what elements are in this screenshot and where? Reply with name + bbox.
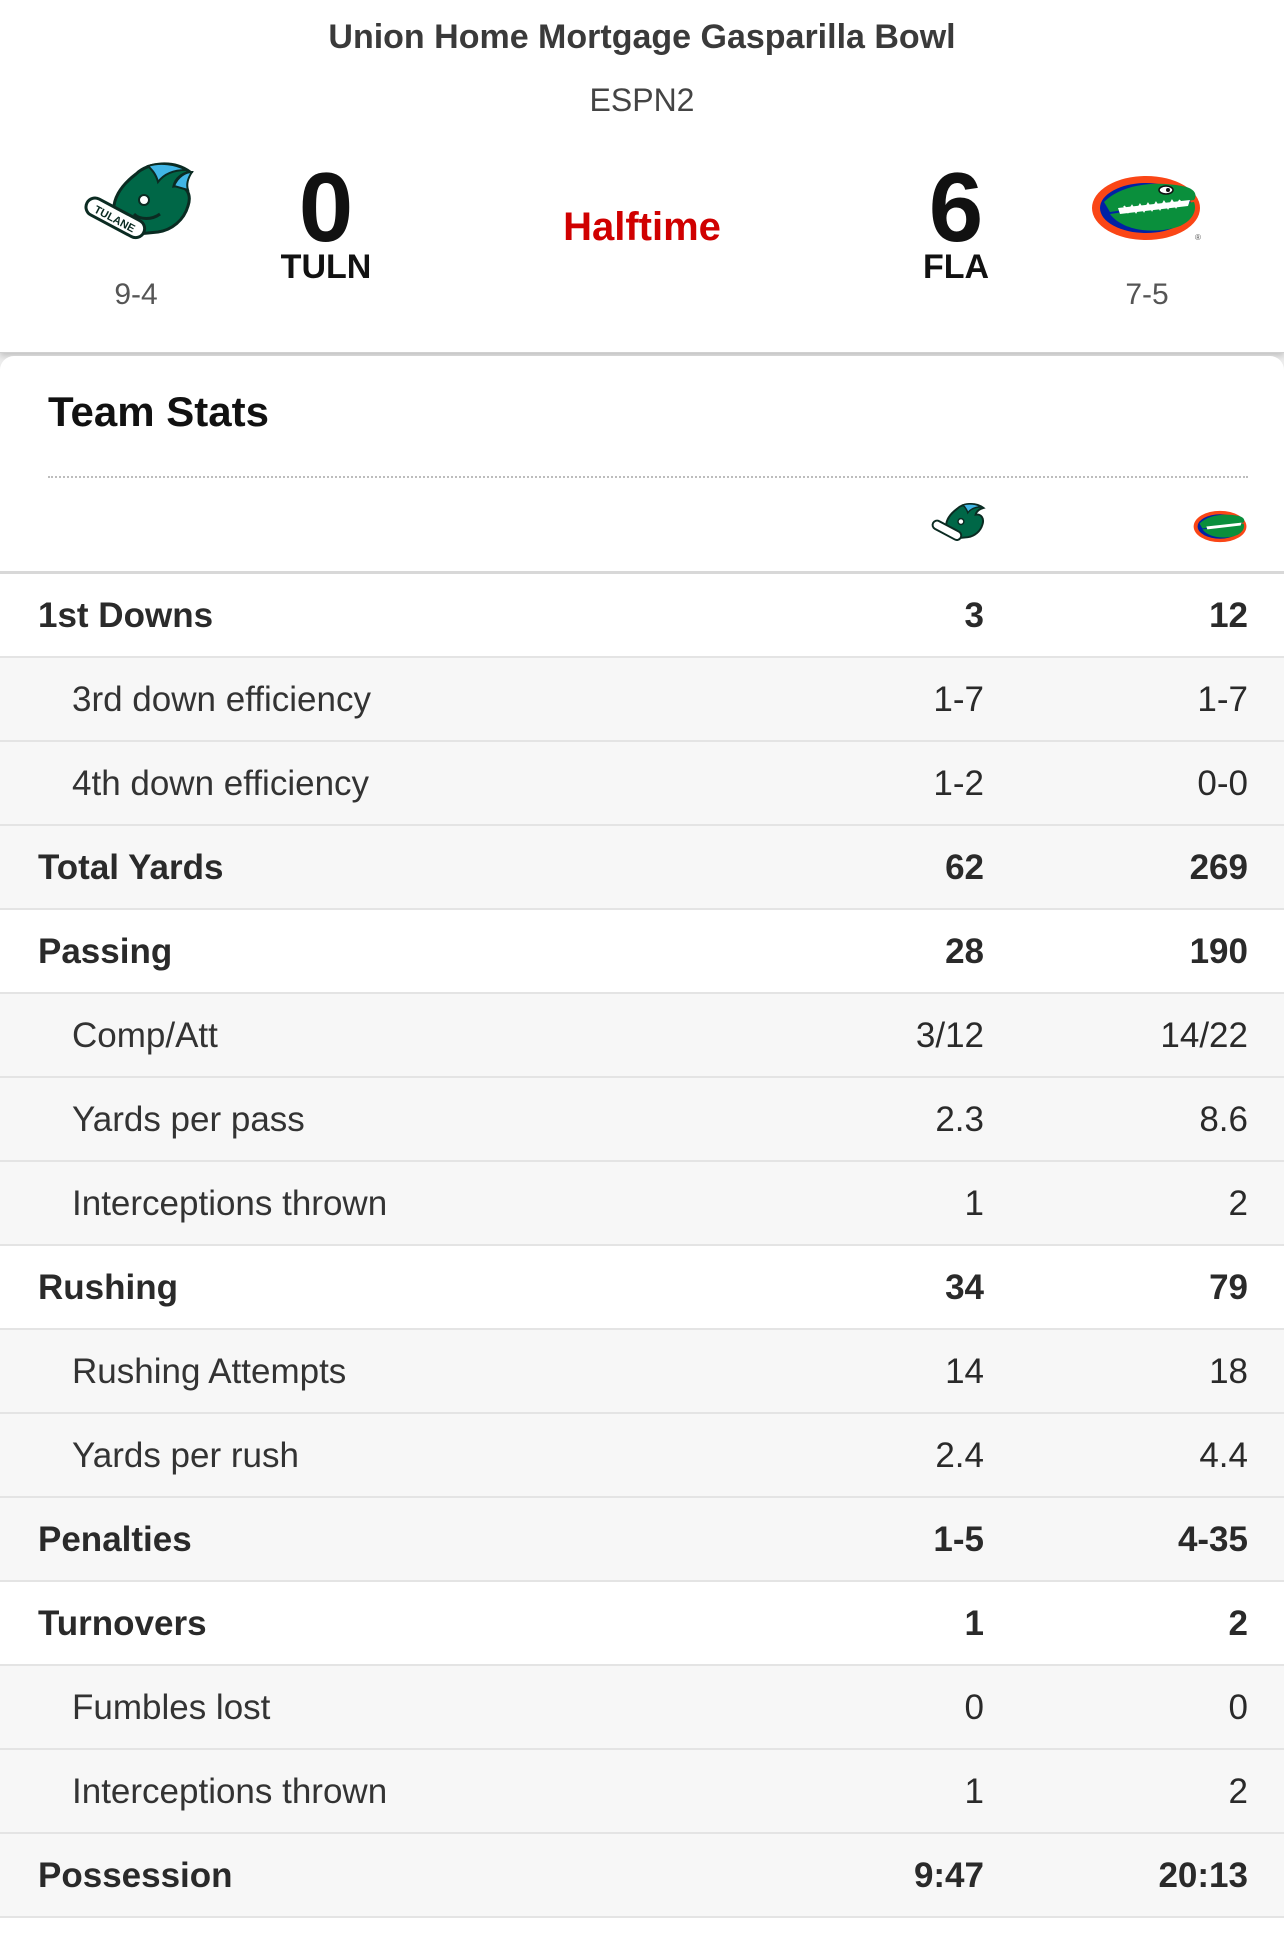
stat-row: Interceptions thrown 1 2 bbox=[0, 1750, 1284, 1834]
stat-label: Rushing Attempts bbox=[72, 1352, 347, 1391]
stat-away-value: 1 bbox=[964, 1604, 984, 1643]
stat-home-value: 2 bbox=[1228, 1184, 1248, 1223]
stat-away-value: 3/12 bbox=[915, 1016, 984, 1055]
stat-label: Rushing bbox=[38, 1268, 178, 1307]
stat-label: Total Yards bbox=[38, 848, 224, 887]
stat-away-value: 1 bbox=[964, 1772, 984, 1811]
stat-away-value: 9:47 bbox=[913, 1856, 984, 1895]
florida-gator-logo-icon[interactable]: ® bbox=[1090, 162, 1210, 252]
network-label: ESPN2 bbox=[589, 82, 695, 118]
stat-row: Penalties 1-5 4-35 bbox=[0, 1498, 1284, 1582]
home-record: 7-5 bbox=[1125, 278, 1169, 311]
away-score: 0 bbox=[298, 152, 354, 262]
stat-home-value: 12 bbox=[1209, 596, 1248, 635]
tulane-column-logo-icon bbox=[928, 502, 988, 546]
title-divider bbox=[48, 476, 1248, 478]
game-title: Union Home Mortgage Gasparilla Bowl bbox=[328, 18, 956, 56]
stat-row: Rushing Attempts 14 18 bbox=[0, 1330, 1284, 1414]
game-status: Halftime bbox=[563, 205, 721, 249]
team-stats-card: Team Stats 1st Downs 3 12 3rd down eff bbox=[0, 356, 1284, 1944]
stat-away-value: 3 bbox=[964, 596, 984, 635]
stat-away-value: 62 bbox=[945, 848, 984, 887]
stat-home-value: 0 bbox=[1228, 1688, 1248, 1727]
away-record: 9-4 bbox=[114, 278, 158, 311]
stat-label: Interceptions thrown bbox=[72, 1184, 388, 1223]
stat-label: Passing bbox=[38, 932, 173, 971]
stat-away-value: 1-2 bbox=[933, 764, 984, 803]
stat-away-value: 2.3 bbox=[935, 1100, 984, 1139]
stat-away-value: 1-7 bbox=[933, 680, 984, 719]
tulane-logo-svg: TULANE bbox=[84, 162, 194, 240]
stat-row: 3rd down efficiency 1-7 1-7 bbox=[0, 658, 1284, 742]
stat-away-value: 0 bbox=[964, 1688, 984, 1727]
stat-home-value: 14/22 bbox=[1160, 1016, 1248, 1055]
stat-home-value: 2 bbox=[1228, 1772, 1248, 1811]
stat-away-value: 14 bbox=[945, 1352, 984, 1391]
svg-text:®: ® bbox=[1195, 233, 1201, 242]
stat-row: Yards per rush 2.4 4.4 bbox=[0, 1414, 1284, 1498]
scoreboard-header: Union Home Mortgage Gasparilla Bowl ESPN… bbox=[0, 0, 1284, 353]
stat-away-value: 34 bbox=[945, 1268, 984, 1307]
florida-column-logo-svg bbox=[1193, 510, 1247, 543]
team-stats-title: Team Stats bbox=[48, 388, 269, 435]
stat-row: Passing 28 190 bbox=[0, 910, 1284, 994]
stat-row: 4th down efficiency 1-2 0-0 bbox=[0, 742, 1284, 826]
stat-away-value: 1 bbox=[964, 1184, 984, 1223]
stat-label: 4th down efficiency bbox=[72, 764, 370, 803]
stat-label: Fumbles lost bbox=[72, 1688, 271, 1727]
header-rule bbox=[0, 571, 1284, 574]
stat-label: Penalties bbox=[38, 1520, 192, 1559]
stat-label: Yards per pass bbox=[72, 1100, 305, 1139]
stat-home-value: 0-0 bbox=[1197, 764, 1248, 803]
stat-label: Interceptions thrown bbox=[72, 1772, 388, 1811]
stat-row: Total Yards 62 269 bbox=[0, 826, 1284, 910]
stat-row: 1st Downs 3 12 bbox=[0, 574, 1284, 658]
stat-row: Turnovers 1 2 bbox=[0, 1582, 1284, 1666]
away-team-abbr[interactable]: TULN bbox=[280, 248, 372, 286]
tulane-column-logo-svg bbox=[931, 502, 986, 541]
stat-label: Comp/Att bbox=[72, 1016, 218, 1055]
stat-home-value: 79 bbox=[1209, 1268, 1248, 1307]
stat-home-value: 8.6 bbox=[1199, 1100, 1248, 1139]
florida-logo-svg: ® bbox=[1092, 176, 1201, 242]
stat-home-value: 1-7 bbox=[1197, 680, 1248, 719]
florida-column-logo-icon bbox=[1192, 504, 1252, 548]
stat-home-value: 18 bbox=[1209, 1352, 1248, 1391]
stat-home-value: 4.4 bbox=[1199, 1436, 1248, 1475]
tulane-logo-icon[interactable]: TULANE bbox=[78, 160, 198, 250]
stats-table: 1st Downs 3 12 3rd down efficiency 1-7 1… bbox=[0, 574, 1284, 1918]
stat-row: Fumbles lost 0 0 bbox=[0, 1666, 1284, 1750]
stat-label: 1st Downs bbox=[38, 596, 214, 635]
stat-label: Possession bbox=[38, 1856, 233, 1895]
stat-home-value: 190 bbox=[1189, 932, 1248, 971]
stat-home-value: 20:13 bbox=[1158, 1856, 1248, 1895]
stat-away-value: 28 bbox=[945, 932, 984, 971]
stat-row: Comp/Att 3/12 14/22 bbox=[0, 994, 1284, 1078]
stat-home-value: 269 bbox=[1189, 848, 1248, 887]
stat-label: Turnovers bbox=[38, 1604, 207, 1643]
stat-away-value: 1-5 bbox=[933, 1520, 984, 1559]
stat-home-value: 4-35 bbox=[1177, 1520, 1248, 1559]
home-team-abbr[interactable]: FLA bbox=[922, 248, 990, 286]
stat-home-value: 2 bbox=[1228, 1604, 1248, 1643]
stat-row: Interceptions thrown 1 2 bbox=[0, 1162, 1284, 1246]
stat-row: Yards per pass 2.3 8.6 bbox=[0, 1078, 1284, 1162]
stat-row: Possession 9:47 20:13 bbox=[0, 1834, 1284, 1918]
home-score: 6 bbox=[928, 152, 984, 262]
stat-label: Yards per rush bbox=[72, 1436, 299, 1475]
stat-row: Rushing 34 79 bbox=[0, 1246, 1284, 1330]
stat-label: 3rd down efficiency bbox=[72, 680, 371, 719]
stat-away-value: 2.4 bbox=[935, 1436, 984, 1475]
